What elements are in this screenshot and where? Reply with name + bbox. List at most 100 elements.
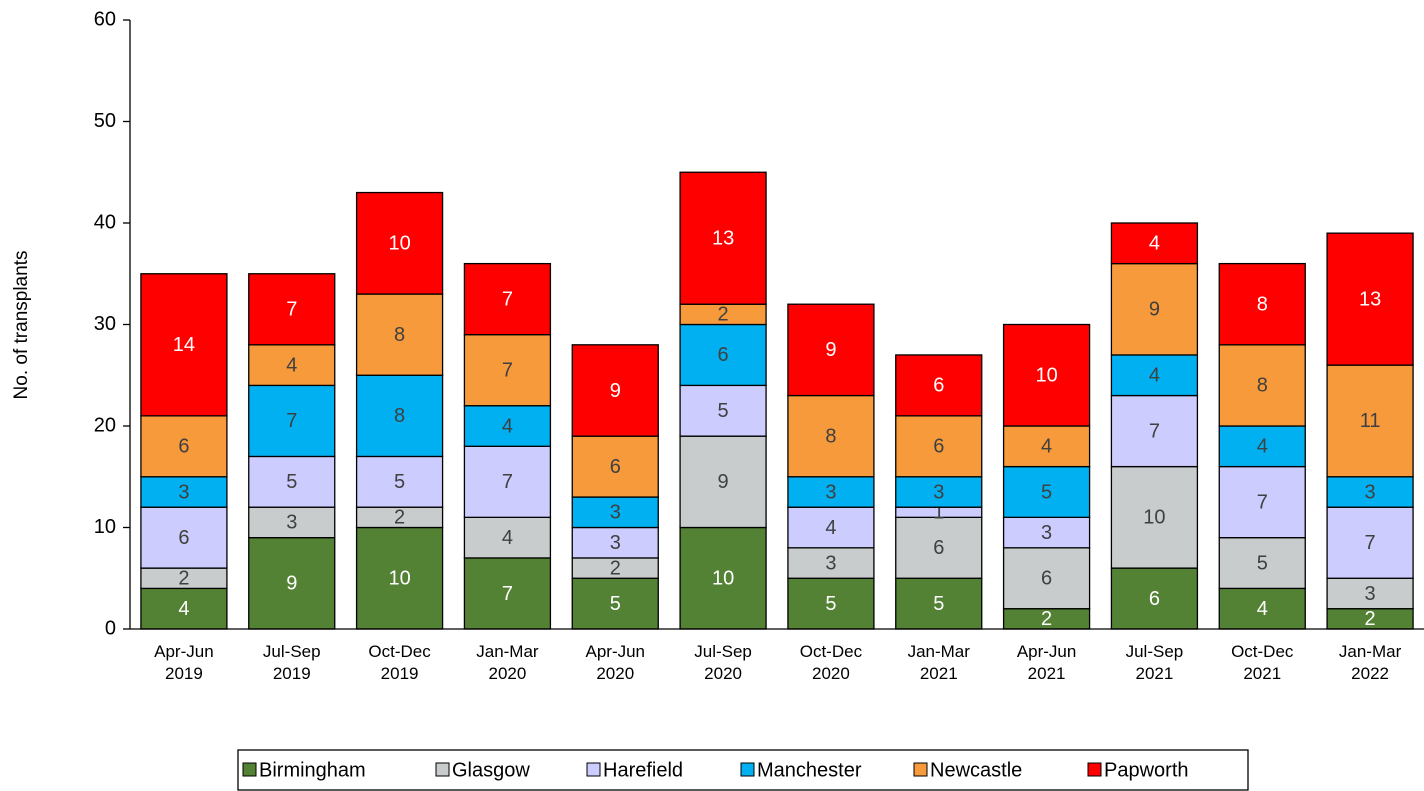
- data-label: 3: [1041, 522, 1052, 544]
- data-label: 8: [394, 405, 405, 427]
- data-label: 3: [933, 481, 944, 503]
- data-label: 6: [933, 436, 944, 458]
- data-label: 4: [1149, 365, 1160, 387]
- y-axis-label: No. of transplants: [11, 251, 32, 400]
- bar-segment: [787, 303, 875, 397]
- data-label: 7: [286, 410, 297, 432]
- legend-label: Manchester: [757, 759, 862, 781]
- data-label: 6: [1149, 588, 1160, 610]
- data-label: 3: [825, 552, 836, 574]
- bar-segment: [248, 455, 336, 508]
- legend-label: Glasgow: [452, 759, 530, 781]
- bar-segment: [355, 526, 444, 630]
- data-label: 2: [1365, 608, 1376, 630]
- data-label: 5: [394, 471, 405, 493]
- bar-segment: [787, 547, 875, 579]
- x-tick-label: Jul-Sep 2020: [694, 642, 752, 683]
- data-label: 6: [933, 537, 944, 559]
- data-label: 6: [718, 344, 729, 366]
- bar-segment: [355, 191, 444, 295]
- bar-segment: [895, 415, 983, 478]
- bar-segment: [1326, 364, 1414, 478]
- data-label: 7: [502, 359, 513, 381]
- data-label: 3: [825, 481, 836, 503]
- bar-segment: [463, 445, 552, 518]
- legend-label: Papworth: [1104, 759, 1189, 781]
- bar-segment: [1218, 537, 1306, 590]
- data-label: 3: [286, 512, 297, 534]
- bar-segment: [355, 293, 444, 376]
- y-tick-label: 10: [94, 516, 116, 538]
- bar-segment: [248, 506, 336, 539]
- x-tick-label: Jul-Sep 2019: [263, 642, 321, 683]
- data-label: 4: [502, 415, 513, 437]
- legend-label: Birmingham: [259, 759, 366, 781]
- data-label: 2: [178, 568, 189, 590]
- data-label: 8: [394, 324, 405, 346]
- y-tick-label: 60: [94, 8, 116, 30]
- bar-segment: [1110, 465, 1199, 569]
- x-tick-label: Jan-Mar 2020: [476, 642, 539, 683]
- data-label: 5: [718, 400, 729, 422]
- y-tick-label: 50: [94, 110, 116, 132]
- bar-segment: [571, 496, 659, 529]
- x-tick-label: Oct-Dec 2021: [1231, 642, 1294, 683]
- x-tick-label: Jan-Mar 2021: [908, 642, 971, 683]
- bar-segment: [140, 506, 228, 569]
- bar-segment: [1002, 323, 1091, 427]
- bar-segment: [571, 526, 659, 559]
- data-label: 3: [1365, 481, 1376, 503]
- data-label: 13: [712, 228, 734, 250]
- data-label: 10: [1035, 365, 1057, 387]
- data-label: 4: [1041, 436, 1052, 458]
- data-label: 9: [286, 573, 297, 595]
- bar-segment: [895, 354, 983, 417]
- bar-segment: [895, 577, 983, 630]
- bar-segment: [1218, 262, 1306, 346]
- data-label: 6: [933, 375, 944, 397]
- data-label: 9: [718, 471, 729, 493]
- legend-label: Newcastle: [930, 759, 1022, 781]
- bar-segment: [571, 344, 659, 437]
- data-label: 4: [286, 354, 297, 376]
- bar-segment: [787, 476, 875, 508]
- x-tick-label: Apr-Jun 2019: [154, 642, 214, 683]
- data-label: 4: [502, 527, 513, 549]
- data-label: 13: [1359, 288, 1381, 310]
- bar-segment: [1002, 465, 1091, 519]
- data-label: 8: [825, 425, 836, 447]
- data-label: 11: [1360, 410, 1381, 432]
- x-tick-label: Apr-Jun 2021: [1017, 642, 1077, 683]
- y-tick-label: 30: [94, 313, 116, 335]
- data-label: 5: [825, 593, 836, 615]
- data-label: 3: [610, 502, 621, 524]
- data-label: 3: [610, 532, 621, 554]
- data-label: 5: [610, 593, 621, 615]
- bar-segment: [895, 516, 983, 579]
- data-label: 8: [1257, 375, 1268, 397]
- legend-box: [237, 749, 1249, 791]
- x-tick-label: Oct-Dec 2019: [368, 642, 431, 683]
- data-label: 9: [610, 380, 621, 402]
- legend-swatch: [913, 762, 928, 777]
- data-label: 2: [610, 557, 621, 579]
- legend-swatch: [1087, 762, 1102, 777]
- bar-segment: [1326, 476, 1414, 508]
- y-tick-label: 40: [94, 211, 116, 233]
- bar-segment: [1326, 577, 1414, 610]
- data-label: 7: [502, 583, 513, 605]
- bar-segment: [248, 384, 336, 458]
- data-label: 7: [286, 299, 297, 321]
- data-label: 5: [933, 593, 944, 615]
- data-label: 9: [1149, 299, 1160, 321]
- legend-swatch: [740, 762, 755, 777]
- legend-label: Harefield: [603, 759, 683, 781]
- data-label: 3: [1365, 583, 1376, 605]
- bar-segment: [1218, 587, 1306, 630]
- bar-segment: [140, 273, 228, 417]
- bar-segment: [248, 537, 336, 630]
- data-label: 4: [825, 517, 836, 539]
- data-label: 2: [394, 507, 405, 529]
- data-label: 4: [178, 598, 189, 620]
